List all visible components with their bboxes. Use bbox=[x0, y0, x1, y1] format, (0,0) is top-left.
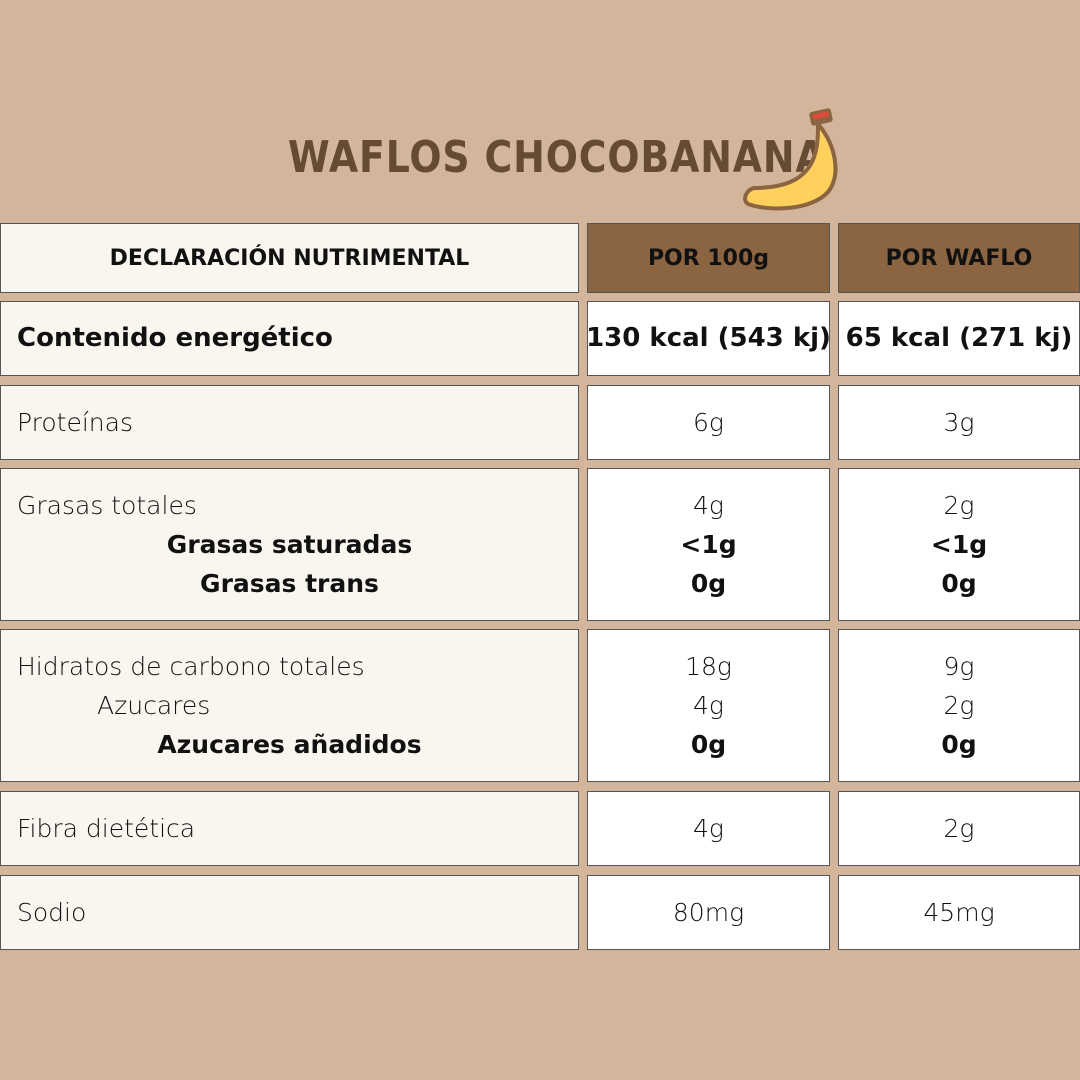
nutrient-label-cell: Contenido energético bbox=[0, 301, 579, 376]
header-nutrition-declaration: DECLARACIÓN NUTRIMENTAL bbox=[0, 223, 579, 293]
header-per-100g: POR 100g bbox=[587, 223, 830, 293]
per-waflo-cell: 2g <1g 0g bbox=[838, 468, 1080, 621]
nutrient-name: Proteínas bbox=[17, 408, 133, 437]
nutrient-name: Fibra dietética bbox=[17, 814, 196, 843]
page-title: WAFLOS CHOCOBANANA bbox=[288, 132, 826, 183]
nutrient-name: Azucares bbox=[97, 691, 211, 720]
nutrient-value: 2g bbox=[943, 491, 975, 520]
nutrient-value: 6g bbox=[693, 408, 724, 437]
nutrient-value: 0g bbox=[941, 730, 977, 759]
per-waflo-cell: 2g bbox=[838, 791, 1080, 866]
nutrient-value: <1g bbox=[930, 530, 988, 559]
nutrient-label-cell: Fibra dietética bbox=[0, 791, 579, 866]
banana-icon bbox=[743, 108, 838, 211]
per-100g-cell: 4g bbox=[587, 791, 830, 866]
nutrient-name: Grasas saturadas bbox=[166, 530, 413, 559]
per-waflo-cell: 65 kcal (271 kj) bbox=[838, 301, 1080, 376]
nutrient-value: 45mg bbox=[923, 898, 995, 927]
nutrient-label-cell: Sodio bbox=[0, 875, 579, 950]
nutrient-label-cell: Hidratos de carbono totales Azucares Azuca… bbox=[0, 629, 579, 782]
per-100g-cell: 4g <1g 0g bbox=[587, 468, 830, 621]
nutrient-name: Sodio bbox=[17, 898, 87, 927]
header-label: POR WAFLO bbox=[885, 245, 1033, 271]
nutrient-name: Contenido energético bbox=[17, 323, 333, 353]
nutrient-value: <1g bbox=[680, 530, 737, 559]
per-100g-cell: 18g 4g 0g bbox=[587, 629, 830, 782]
nutrient-value: 2g bbox=[943, 691, 975, 720]
nutrient-label-cell: Grasas totales Grasas saturadas Grasas tra… bbox=[0, 468, 579, 621]
per-100g-cell: 80mg bbox=[587, 875, 830, 950]
nutrient-value: 0g bbox=[941, 569, 977, 598]
nutrient-value: 3g bbox=[943, 408, 975, 437]
nutrient-value: 80mg bbox=[672, 898, 745, 927]
nutrient-value: 4g bbox=[693, 691, 724, 720]
nutrient-name: Grasas totales bbox=[17, 491, 197, 520]
per-waflo-cell: 45mg bbox=[838, 875, 1080, 950]
per-waflo-cell: 3g bbox=[838, 385, 1080, 460]
nutrient-value: 4g bbox=[693, 814, 724, 843]
nutrient-name: Grasas trans bbox=[200, 569, 379, 598]
nutrient-value: 4g bbox=[693, 491, 724, 520]
nutrient-value: 65 kcal (271 kj) bbox=[845, 323, 1073, 353]
nutrient-value: 130 kcal (543 kj) bbox=[586, 323, 831, 353]
header-label: POR 100g bbox=[647, 245, 770, 271]
nutrient-value: 18g bbox=[685, 652, 732, 681]
per-waflo-cell: 9g 2g 0g bbox=[838, 629, 1080, 782]
header-label: DECLARACIÓN NUTRIMENTAL bbox=[109, 245, 470, 271]
nutrient-value: 0g bbox=[690, 730, 727, 759]
nutrient-name: Azucares añadidos bbox=[157, 730, 422, 759]
header-per-waflo: POR WAFLO bbox=[838, 223, 1080, 293]
nutrient-label-cell: Proteínas bbox=[0, 385, 579, 460]
per-100g-cell: 130 kcal (543 kj) bbox=[586, 301, 831, 376]
nutrient-name: Hidratos de carbono totales bbox=[17, 652, 365, 681]
nutrient-value: 2g bbox=[943, 814, 975, 843]
per-100g-cell: 6g bbox=[587, 385, 830, 460]
nutrient-value: 0g bbox=[690, 569, 727, 598]
nutrient-value: 9g bbox=[943, 652, 975, 681]
